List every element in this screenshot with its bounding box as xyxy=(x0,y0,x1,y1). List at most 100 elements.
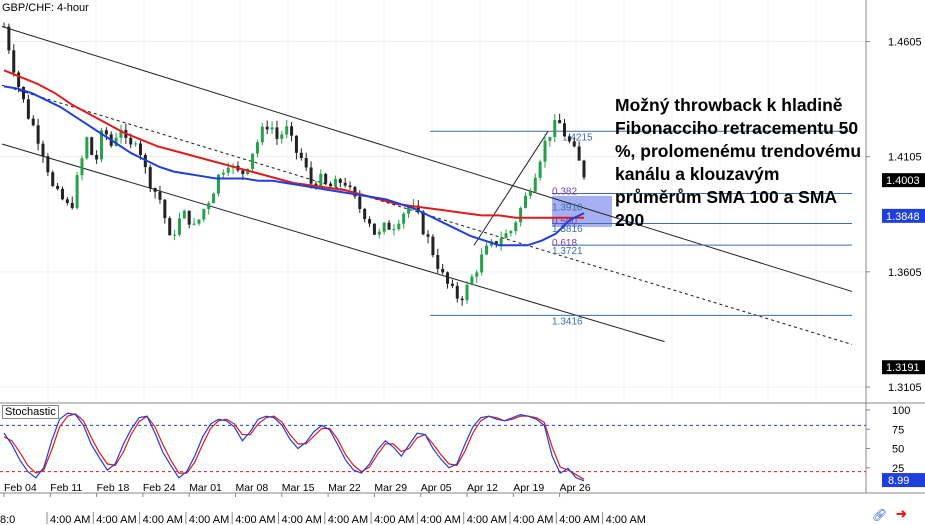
candle-body xyxy=(519,207,523,223)
candle-body xyxy=(26,99,30,119)
candle-body xyxy=(114,137,118,146)
candle-body xyxy=(95,154,99,160)
x-tick-label: Mar 08 xyxy=(236,482,269,494)
fib-label: 0.618 xyxy=(552,238,577,249)
candle-body xyxy=(368,219,372,224)
candle-body xyxy=(567,136,571,142)
y-tick-label: 1.4605 xyxy=(888,36,922,48)
candle-body xyxy=(158,191,162,200)
candle-body xyxy=(538,161,542,178)
candle-body xyxy=(528,191,532,196)
candle-body xyxy=(7,26,11,51)
candle-body xyxy=(270,127,274,130)
candle-body xyxy=(480,254,484,273)
x-bottom-label: 4:00 AM xyxy=(96,514,136,525)
candle-body xyxy=(407,207,411,214)
candle-body xyxy=(499,238,503,246)
candle-body xyxy=(182,210,186,219)
fib-label: 1.3416 xyxy=(552,316,583,327)
candle-body xyxy=(363,208,367,220)
stoch-y-tick-label: 25 xyxy=(892,463,904,475)
candle-body xyxy=(553,120,557,137)
candle-body xyxy=(104,130,108,135)
candle-body xyxy=(99,130,103,160)
candle-body xyxy=(255,142,259,154)
x-tick-label: Feb 24 xyxy=(143,482,176,494)
x-tick-label: Apr 19 xyxy=(513,482,544,494)
candle-body xyxy=(31,118,35,126)
candle-body xyxy=(582,160,586,178)
y-tick-label: 1.4105 xyxy=(888,152,922,164)
x-bottom-label: 4:00 AM xyxy=(513,514,553,525)
stoch-k-line xyxy=(3,412,585,482)
fib-label: 0.382 xyxy=(552,187,577,198)
candle-body xyxy=(563,123,567,137)
price-tag-label: 1.3191 xyxy=(886,362,920,374)
candle-body xyxy=(533,177,537,192)
x-tick-label: Feb 18 xyxy=(97,482,130,494)
annotation-text: Možný throwback k hladině Fibonacciho re… xyxy=(615,95,862,230)
candle-body xyxy=(333,179,337,187)
candle-body xyxy=(450,283,454,286)
channel-upper xyxy=(1,26,853,292)
stoch-value-tag-label: 8.99 xyxy=(888,475,909,487)
candle-body xyxy=(558,120,562,124)
candle-body xyxy=(56,185,60,189)
candle-body xyxy=(192,223,196,225)
x-bottom-label: 4:00 AM xyxy=(467,514,507,525)
x-bottom-label: 4:00 AM xyxy=(420,514,460,525)
candle-body xyxy=(168,218,172,236)
candle-body xyxy=(173,234,177,236)
candle-body xyxy=(441,268,445,273)
candle-body xyxy=(41,143,45,157)
candle-body xyxy=(377,231,381,235)
candle-body xyxy=(294,135,298,153)
candle-body xyxy=(314,183,318,187)
candle-body xyxy=(60,188,64,200)
x-bottom-label: 4:00 AM xyxy=(282,514,322,525)
candle-body xyxy=(572,141,576,147)
fib-label: 0.500 xyxy=(552,216,577,227)
candle-body xyxy=(494,241,498,246)
x-bottom-label: 4:00 AM xyxy=(235,514,275,525)
x-tick-label: Feb 11 xyxy=(50,482,82,494)
x-tick-label: Feb 04 xyxy=(4,482,37,494)
channel-lower xyxy=(1,143,665,343)
candle-body xyxy=(431,236,435,256)
candle-body xyxy=(509,231,513,234)
candle-body xyxy=(260,126,264,143)
candle-body xyxy=(548,136,552,141)
arrow-icon[interactable]: ➜ xyxy=(896,506,907,521)
candle-body xyxy=(148,167,152,189)
moving-averages xyxy=(3,69,585,247)
candle-body xyxy=(70,202,74,208)
candle-body xyxy=(392,229,396,231)
candle-body xyxy=(358,196,362,209)
candle-body xyxy=(470,276,474,285)
stoch-y-tick-label: 75 xyxy=(892,424,904,436)
fib-label: 1.3816 xyxy=(552,224,583,235)
y-tick-label: 1.3105 xyxy=(888,382,922,394)
price-tag-label: 1.3848 xyxy=(886,211,920,223)
candle-body xyxy=(241,170,245,174)
candle-body xyxy=(12,50,16,73)
stochastic-lines xyxy=(3,412,585,482)
x-bottom-prefix: 8:0 xyxy=(0,514,15,525)
x-bottom-label: 4:00 AM xyxy=(606,514,646,525)
candle-body xyxy=(514,222,518,232)
x-tick-label: Apr 05 xyxy=(421,482,452,494)
link-icon[interactable]: 🔗︎ xyxy=(872,508,888,522)
candle-body xyxy=(416,205,420,212)
candle-body xyxy=(265,126,269,130)
stoch-d-line xyxy=(3,413,585,480)
candle-body xyxy=(197,219,201,224)
candle-body xyxy=(85,137,89,159)
candle-body xyxy=(177,218,181,235)
candle-body xyxy=(397,223,401,230)
candle-body xyxy=(80,158,84,176)
candle-body xyxy=(504,233,508,239)
y-tick-label: 1.3605 xyxy=(888,267,922,279)
candle-body xyxy=(251,153,255,169)
